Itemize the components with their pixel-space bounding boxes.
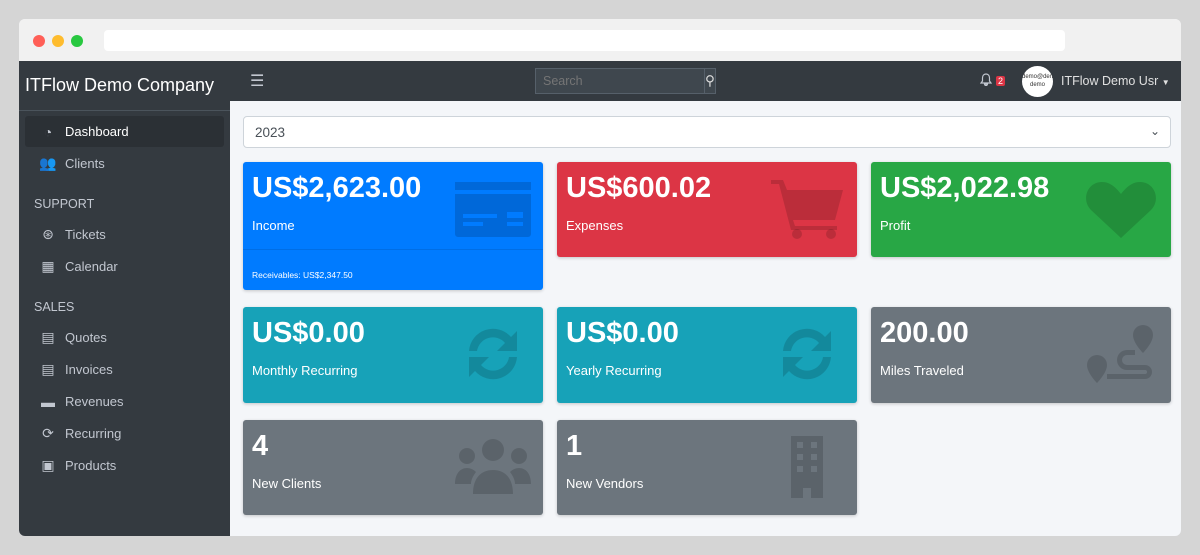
building-icon — [769, 436, 845, 498]
sync-icon — [769, 323, 845, 385]
brand[interactable]: ITFlow Demo Company — [19, 61, 230, 111]
search-form: ⚲ — [535, 68, 716, 94]
box-icon: ▣ — [41, 457, 55, 473]
card-label: Profit — [880, 218, 911, 233]
card-label: Miles Traveled — [880, 363, 964, 378]
support-header: SUPPORT — [34, 197, 95, 211]
sidebar-item-invoices[interactable]: ▤ Invoices — [25, 354, 224, 385]
minimize-dot[interactable] — [52, 35, 64, 47]
sidebar-item-revenues[interactable]: ▬ Revenues — [25, 386, 224, 417]
search-button[interactable]: ⚲ — [705, 68, 716, 94]
card-value: US$2,022.98 — [880, 172, 1050, 204]
credit-card-icon — [455, 178, 531, 240]
label: Clients — [65, 156, 105, 171]
card-value: 1 — [566, 430, 583, 462]
shopping-cart-icon — [769, 178, 845, 240]
card-value: US$2,623.00 — [252, 172, 422, 204]
life-ring-icon: ⊛ — [42, 226, 54, 242]
card-label: Monthly Recurring — [252, 363, 358, 378]
card-label: Yearly Recurring — [566, 363, 662, 378]
sidebar-item-tickets[interactable]: ⊛ Tickets — [25, 219, 224, 250]
sidebar-item-dashboard[interactable]: ◔ Dashboard — [25, 116, 224, 147]
chevron-down-icon: ⌄ — [1149, 124, 1160, 138]
year-select[interactable]: 2023 ⌄ — [243, 116, 1171, 148]
browser-chrome — [19, 19, 1181, 61]
label: Quotes — [65, 330, 107, 345]
invoice-icon: ▤ — [41, 361, 55, 377]
card-label: New Vendors — [566, 476, 644, 491]
menu-icon[interactable]: ☰ — [250, 73, 265, 90]
label: Recurring — [65, 426, 122, 441]
heart-icon — [1083, 178, 1159, 240]
label: Tickets — [65, 227, 106, 242]
search-input[interactable] — [535, 68, 705, 94]
users-icon — [455, 436, 531, 498]
sync-icon: ⟳ — [42, 425, 54, 441]
label: Invoices — [65, 362, 113, 377]
card-label: Expenses — [566, 218, 624, 233]
profit-card[interactable]: US$2,022.98 Profit — [871, 162, 1171, 257]
sidebar-item-recurring[interactable]: ⟳ Recurring — [25, 418, 224, 449]
users-icon: 👥 — [39, 155, 57, 171]
label: Products — [65, 458, 117, 473]
user-menu[interactable]: ITFlow Demo Usr ▼ — [1061, 74, 1170, 88]
credit-card-icon: ▬ — [41, 393, 55, 410]
income-card[interactable]: US$2,623.00 Income Receivables: US$2,347… — [243, 162, 543, 290]
card-value: 4 — [252, 430, 269, 462]
user-name: ITFlow Demo Usr — [1061, 74, 1159, 88]
sidebar-item-clients[interactable]: 👥 Clients — [25, 148, 224, 179]
sync-icon — [455, 323, 531, 385]
card-value: US$0.00 — [566, 317, 679, 349]
browser-window: ITFlow Demo Company ◔ Dashboard 👥 Clients … — [19, 19, 1181, 536]
new-vendors-card[interactable]: 1 New Vendors — [557, 420, 857, 515]
bell-icon[interactable] — [980, 73, 994, 89]
caret-down-icon: ▼ — [1161, 78, 1170, 87]
sidebar-item-products[interactable]: ▣ Products — [25, 450, 224, 481]
top-navbar: ☰ ⚲ 2 demo@demo demo ITFlow Demo Usr ▼ — [230, 61, 1181, 101]
receivables: Receivables: US$2,347.50 — [243, 249, 543, 290]
sidebar-item-calendar[interactable]: ▦ Calendar — [25, 251, 224, 282]
avatar[interactable]: demo@demo demo — [1022, 66, 1053, 97]
card-value: US$0.00 — [252, 317, 365, 349]
notification-badge: 2 — [996, 76, 1006, 86]
calendar-icon: ▦ — [41, 258, 55, 274]
close-dot[interactable] — [33, 35, 45, 47]
label: Dashboard — [65, 124, 129, 139]
file-icon: ▤ — [41, 329, 55, 345]
sidebar-item-quotes[interactable]: ▤ Quotes — [25, 322, 224, 353]
sidebar: ITFlow Demo Company ◔ Dashboard 👥 Clients … — [19, 61, 230, 536]
new-clients-card[interactable]: 4 New Clients — [243, 420, 543, 515]
card-label: New Clients — [252, 476, 322, 491]
card-value: US$600.02 — [566, 172, 712, 204]
label: Revenues — [65, 394, 124, 409]
maximize-dot[interactable] — [71, 35, 83, 47]
card-value: 200.00 — [880, 317, 969, 349]
address-bar[interactable] — [104, 30, 1065, 51]
year-value: 2023 — [255, 125, 286, 140]
search-icon: ⚲ — [705, 73, 715, 88]
monthly-recurring-card[interactable]: US$0.00 Monthly Recurring — [243, 307, 543, 403]
route-icon — [1083, 323, 1159, 385]
label: Calendar — [65, 259, 118, 274]
tachometer-icon: ◔ — [43, 123, 53, 140]
expenses-card[interactable]: US$600.02 Expenses — [557, 162, 857, 257]
card-label: Income — [252, 218, 295, 233]
sales-header: SALES — [34, 300, 75, 314]
miles-card[interactable]: 200.00 Miles Traveled — [871, 307, 1171, 403]
yearly-recurring-card[interactable]: US$0.00 Yearly Recurring — [557, 307, 857, 403]
